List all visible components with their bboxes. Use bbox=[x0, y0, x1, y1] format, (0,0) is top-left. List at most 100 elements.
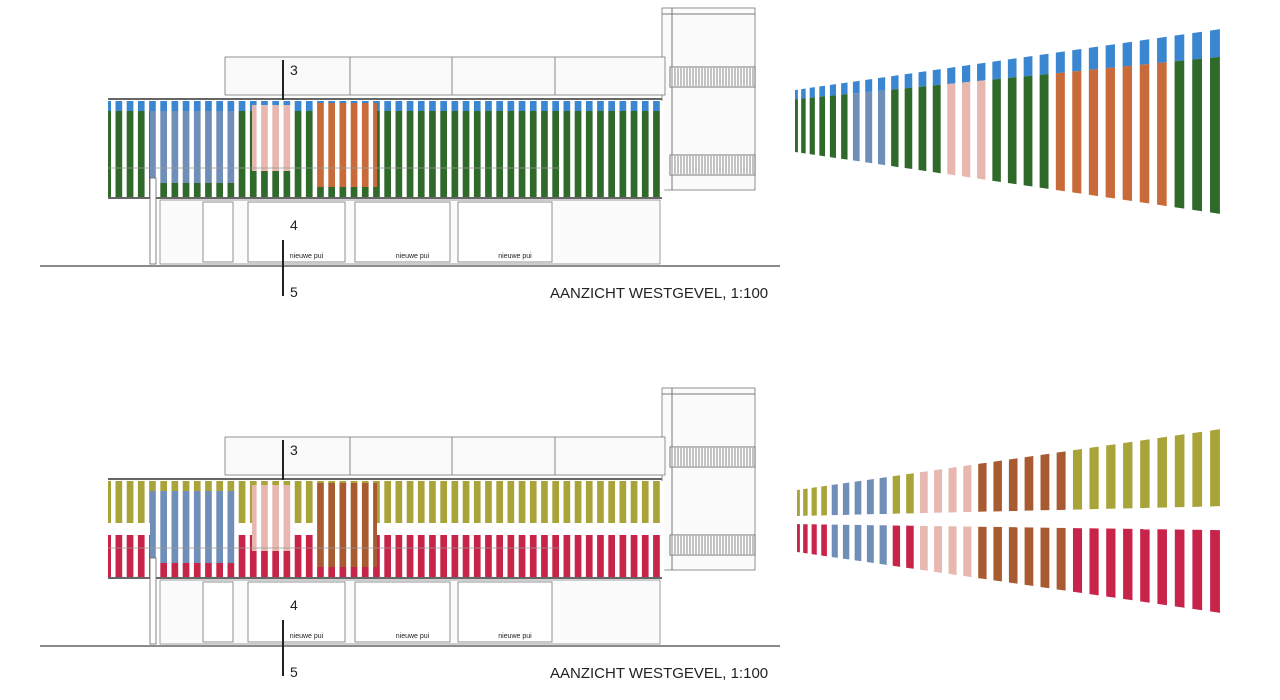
slat-sky bbox=[977, 62, 986, 82]
screen-slat bbox=[279, 481, 284, 577]
section-mark: 4 bbox=[290, 597, 298, 613]
screen-slat bbox=[491, 481, 497, 577]
screen-slat bbox=[346, 101, 351, 197]
slat-image bbox=[1157, 62, 1167, 207]
sky-band bbox=[108, 101, 662, 111]
slat-sky bbox=[1023, 56, 1033, 77]
section-mark: 5 bbox=[290, 664, 298, 680]
slat-sky bbox=[891, 75, 899, 90]
slat-sky bbox=[1192, 31, 1202, 60]
screen-slat bbox=[592, 101, 598, 197]
screen-slat bbox=[256, 101, 262, 197]
slat-olive bbox=[797, 489, 800, 517]
slat-image bbox=[1039, 73, 1049, 189]
window-frame bbox=[457, 581, 553, 643]
slat-stripe bbox=[948, 512, 957, 527]
screen-slat bbox=[144, 101, 150, 197]
slat-stripe bbox=[906, 513, 914, 526]
slat-image bbox=[962, 81, 971, 178]
screen-slat bbox=[525, 101, 530, 197]
slat-red bbox=[1024, 527, 1034, 586]
slat-red bbox=[803, 524, 808, 554]
screen-slat bbox=[267, 481, 273, 577]
window-label: nieuwe pui bbox=[290, 633, 324, 640]
screen-slat bbox=[402, 101, 407, 197]
slat-red bbox=[1072, 528, 1083, 594]
screen-slat bbox=[379, 101, 385, 197]
screen-slat bbox=[167, 101, 172, 197]
slat-red bbox=[892, 525, 901, 567]
window-frame bbox=[247, 201, 346, 263]
screen-slat bbox=[323, 101, 329, 197]
slat-image bbox=[1192, 58, 1202, 212]
screen-slat bbox=[592, 481, 598, 577]
slat-red bbox=[1056, 527, 1066, 591]
screen-slat bbox=[637, 481, 642, 577]
slat-olive bbox=[978, 462, 987, 512]
slat-olive bbox=[892, 475, 901, 514]
screen-slat bbox=[368, 101, 374, 197]
slat-sky bbox=[852, 80, 860, 94]
slat-stripe bbox=[879, 513, 887, 526]
drawing-title: AANZICHT WESTGEVEL, 1:100 bbox=[550, 285, 768, 302]
slat-stripe bbox=[963, 512, 972, 527]
slat-olive bbox=[1157, 436, 1167, 508]
screen-slat bbox=[368, 481, 374, 577]
screen-slat bbox=[133, 481, 138, 577]
section-mark: 5 bbox=[290, 284, 298, 300]
slat-sky bbox=[841, 82, 848, 95]
screen-slat bbox=[155, 481, 161, 577]
slat-stripe bbox=[831, 515, 838, 525]
screen-slat bbox=[155, 101, 161, 197]
slat-stripe bbox=[1056, 509, 1066, 528]
elevation-drawing-bottom: nieuwe pui nieuwe pui nieuwe pui 3 4 5 AANZICH… bbox=[40, 387, 780, 682]
screen-slat bbox=[637, 101, 642, 197]
slat-image bbox=[1105, 67, 1115, 199]
slat-sky bbox=[1007, 58, 1017, 79]
slat-image bbox=[1210, 56, 1220, 214]
screen-slat bbox=[447, 101, 452, 197]
slat-red bbox=[797, 524, 800, 553]
slat-olive bbox=[811, 487, 817, 516]
slat-olive bbox=[1174, 434, 1185, 508]
slat-stripe bbox=[978, 511, 987, 527]
window-label: nieuwe pui bbox=[290, 253, 324, 260]
balcony-railing bbox=[669, 446, 756, 468]
slat-sky bbox=[947, 67, 956, 85]
screen-slat bbox=[357, 101, 362, 197]
screen-slat bbox=[648, 101, 654, 197]
slat-red bbox=[1123, 528, 1133, 601]
slat-olive bbox=[879, 477, 887, 515]
slat-sky bbox=[1055, 51, 1065, 74]
slat-red bbox=[1192, 529, 1203, 611]
screen-slat bbox=[234, 101, 239, 197]
screen-slat bbox=[435, 101, 441, 197]
slat-red bbox=[948, 526, 957, 575]
slat-sky bbox=[829, 84, 836, 96]
screen-slat bbox=[200, 481, 206, 577]
slat-sky bbox=[1072, 48, 1082, 72]
slat-red bbox=[919, 525, 928, 571]
screen-slat bbox=[458, 101, 463, 197]
screen-slat bbox=[514, 481, 519, 577]
balcony-railing bbox=[669, 66, 756, 88]
screen-slat bbox=[178, 481, 183, 577]
screen-slat bbox=[211, 481, 217, 577]
slat-olive bbox=[854, 480, 862, 515]
screen-slat bbox=[491, 101, 497, 197]
slat-stripe bbox=[866, 514, 874, 526]
slat-sky bbox=[1139, 39, 1150, 65]
slat-olive bbox=[866, 478, 874, 515]
screen-slat bbox=[178, 101, 183, 197]
screen-slat bbox=[301, 101, 306, 197]
screen-slat bbox=[290, 101, 295, 197]
slat-sky bbox=[795, 89, 798, 100]
screen-slat bbox=[301, 481, 306, 577]
slat-red bbox=[1008, 527, 1018, 584]
slat-image bbox=[1139, 63, 1150, 204]
screen-slat bbox=[335, 101, 340, 197]
upper-volume bbox=[224, 436, 666, 476]
slat-sky bbox=[877, 77, 886, 92]
slat-olive bbox=[1040, 453, 1050, 511]
slat-red bbox=[811, 524, 817, 555]
